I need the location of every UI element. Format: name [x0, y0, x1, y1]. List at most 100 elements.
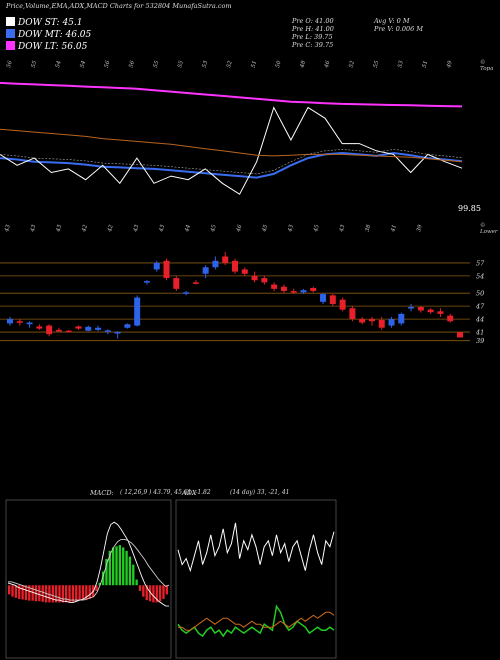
- pre-close: Pre C: 39.75: [292, 41, 334, 49]
- candle-body: [232, 260, 238, 272]
- ema-bottom-tick: 45: [313, 224, 321, 234]
- ema-bottom-tick: 43: [287, 224, 295, 234]
- ema-line-mt-shadow: [0, 149, 463, 175]
- macd-hist-bar: [78, 585, 81, 601]
- ema-line-dow-st: [0, 106, 463, 195]
- candle-body: [310, 288, 317, 292]
- legend-dow-lt: DOW LT: 56.05: [6, 41, 91, 52]
- ema-top-tick: 52: [226, 60, 234, 69]
- macd-hist-bar: [24, 585, 28, 601]
- macd-hist-bar: [132, 564, 135, 586]
- legend-dow-mt-label: DOW MT: 46.05: [18, 30, 92, 40]
- candle-body: [212, 260, 219, 268]
- candle-body: [261, 278, 268, 283]
- macd-hist-bar: [58, 585, 61, 603]
- ema-top-tick: 56: [104, 60, 112, 69]
- volume-info: Avg V: 0 M Pre V: 0.006 M: [374, 17, 423, 33]
- macd-hist-bar: [111, 547, 115, 586]
- macd-hist-bar: [118, 545, 122, 586]
- candle-body: [134, 297, 141, 326]
- price-level-label: 54: [476, 272, 484, 280]
- legend-dow-mt: DOW MT: 46.05: [6, 29, 91, 40]
- macd-hist-bar: [108, 550, 111, 586]
- macd-hist-bar: [11, 585, 14, 597]
- candle-body: [417, 307, 424, 311]
- macd-frame: [5, 499, 172, 659]
- candle-body: [85, 326, 92, 331]
- candle-body: [183, 292, 190, 294]
- ema-bottom-tick: 45: [261, 224, 269, 234]
- candle-body: [339, 299, 346, 310]
- macd-hist-bar: [98, 582, 101, 586]
- ema-bottom-tick: 46: [236, 224, 244, 234]
- candle-body: [75, 326, 82, 329]
- candle-body: [408, 307, 415, 309]
- ema-bottom-tick: 45: [210, 224, 218, 234]
- macd-hist-bar: [85, 585, 88, 601]
- macd-hist-bar: [14, 585, 18, 598]
- macd-hist-bar: [48, 585, 51, 603]
- candle-body: [290, 291, 297, 293]
- candle-body: [153, 262, 160, 270]
- macd-hist-bar: [138, 585, 142, 591]
- ema-top-tick: 51: [251, 60, 259, 68]
- candle-body: [447, 315, 454, 322]
- ema-top-tick: 52: [348, 60, 356, 69]
- price-info: Pre O: 41.00 Pre H: 41.00 Pre L: 39.75 P…: [292, 17, 334, 49]
- macd-hist-bar: [51, 585, 54, 603]
- adx-label: ADX: [182, 489, 197, 497]
- ema-top-tick: 53: [202, 60, 210, 69]
- macd-hist-bar: [125, 550, 128, 586]
- macd-hist-bar: [95, 585, 98, 591]
- ema-bottom-tick: 38: [365, 224, 373, 233]
- ema-top-tick: 55: [177, 60, 185, 69]
- ema-top-tick: 54: [55, 60, 63, 69]
- candle-body: [163, 260, 170, 279]
- pre-high: Pre H: 41.00: [292, 25, 334, 33]
- ema-bottom-tick: 43: [4, 224, 12, 234]
- candle-body: [368, 319, 375, 322]
- legend-dow-st: DOW ST: 45.1: [6, 17, 91, 28]
- ema-bottom-tick: 43: [133, 224, 141, 234]
- pre-volume: Pre V: 0.006 M: [374, 25, 424, 33]
- adx-line-di: [177, 522, 335, 573]
- ema-top-tick: 56: [128, 60, 136, 69]
- ema-line-dow-mt: [0, 151, 463, 179]
- macd-hist-bar: [145, 585, 148, 601]
- macd-hist-bar: [115, 546, 118, 586]
- macd-hist-bar: [105, 558, 108, 586]
- candle-body: [46, 325, 53, 335]
- candle-body: [65, 330, 72, 333]
- candle-body: [16, 321, 23, 323]
- adx-line-di: [177, 604, 335, 638]
- candle-body: [202, 267, 209, 274]
- macd-hist-bar: [21, 585, 24, 600]
- legend: DOW ST: 45.1 DOW MT: 46.05 DOW LT: 56.05: [6, 17, 91, 52]
- ema-line-ema-orange: [0, 128, 463, 163]
- ema-bottom-tick: 43: [158, 224, 166, 234]
- legend-dow-lt-label: DOW LT: 56.05: [18, 42, 88, 52]
- candle-body: [114, 332, 121, 334]
- candle-body: [398, 313, 405, 324]
- macd-hist-bar: [155, 585, 158, 603]
- ema-bottom-tick: 44: [184, 224, 192, 234]
- ema-top-tick: 54: [79, 60, 87, 69]
- price-level-label: 44: [475, 316, 484, 324]
- macd-hist-bar: [61, 585, 65, 603]
- pre-open: Pre O: 41.00: [292, 17, 334, 25]
- price-level-label: 50: [476, 290, 484, 298]
- candle-body: [388, 319, 395, 326]
- macd-hist-bar: [128, 556, 132, 586]
- ema-bottom-tick: 43: [339, 224, 347, 234]
- adx-panel: [177, 522, 335, 638]
- ema-bottom-tick: 42: [107, 224, 115, 234]
- candle-body: [300, 290, 307, 293]
- macd-hist-bar: [81, 585, 85, 601]
- ema-top-tick: 49: [446, 60, 454, 70]
- avg-volume: Avg V: 0 M: [374, 17, 410, 25]
- candle-body: [427, 309, 434, 313]
- candle-body: [124, 324, 131, 328]
- ema-top-tick: 55: [31, 60, 39, 69]
